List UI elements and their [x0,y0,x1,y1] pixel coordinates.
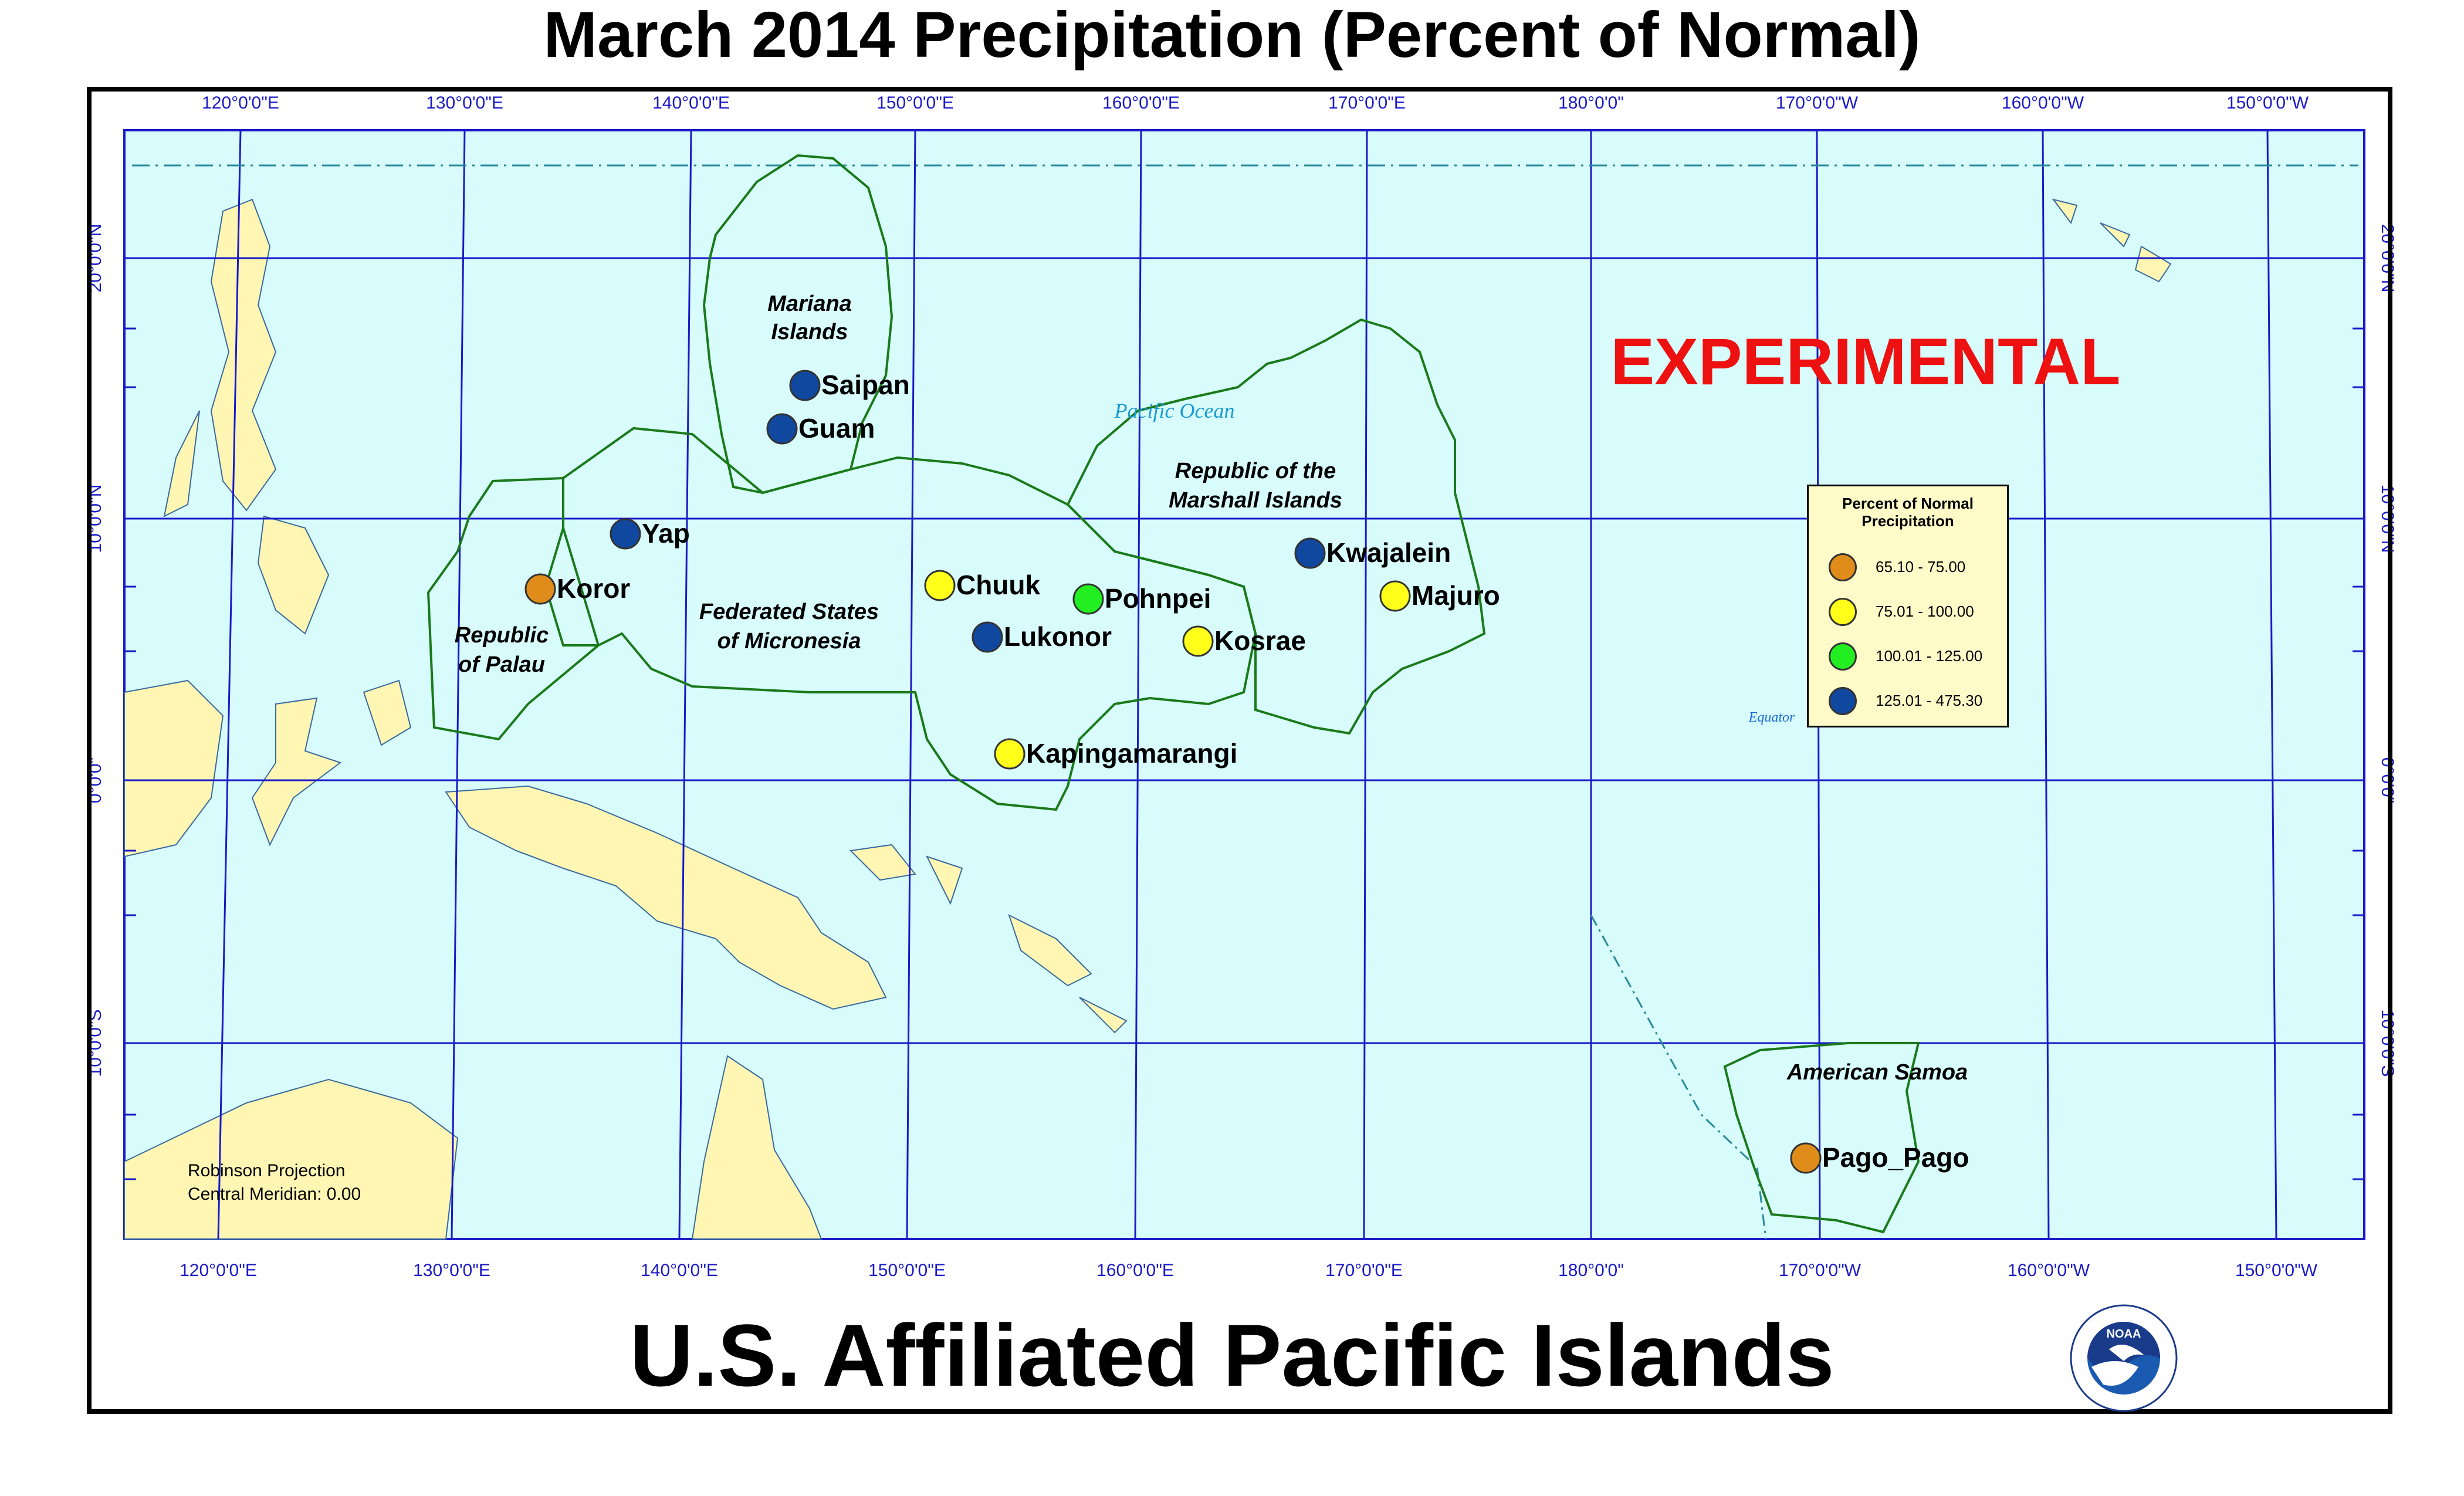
lat-label: 0°0'0" [2378,757,2397,803]
lon-label: 160°0'0"W [2002,93,2084,113]
region-label-palau: of Palau [458,652,545,677]
lon-label: 180°0'0" [1558,1261,1624,1280]
station-label: Kwajalein [1326,537,1451,568]
station-marker[interactable] [924,570,956,601]
svg-text:NOAA: NOAA [2107,1328,2141,1341]
lon-label: 120°0'0"E [180,1261,257,1280]
legend-item: 125.01 - 475.30 [1829,685,2005,720]
projection-line2: Central Meridian: 0.00 [188,1184,361,1204]
legend-item: 75.01 - 100.00 [1829,595,2005,631]
lon-label: 150°0'0"W [2235,1261,2318,1280]
ocean-label: Pacific Ocean [1114,399,1235,422]
station-marker[interactable] [994,738,1025,770]
map-subtitle: U.S. Affiliated Pacific Islands [629,1306,1835,1404]
station-marker[interactable] [1294,537,1326,569]
legend-title-line2: Precipitation [1861,512,1954,530]
region-label-marshall: Republic of the [1175,459,1336,483]
lon-label: 130°0'0"E [426,93,503,113]
station-marker[interactable] [1072,583,1104,615]
lon-label: 170°0'0"W [1776,93,1859,113]
legend-item-label: 125.01 - 475.30 [1876,692,1983,709]
lon-label: 130°0'0"E [413,1261,490,1280]
legend-swatch [1829,598,1857,626]
legend-swatch [1829,687,1857,715]
lat-label: 10°0'0"N [2378,485,2397,553]
station-label: Koror [557,573,630,604]
station-label: Chuuk [956,570,1041,600]
region-labels: Mariana Islands Republic of the Marshall… [455,292,1968,1085]
station-marker[interactable] [610,518,641,550]
station-label: Pohnpei [1105,583,1211,614]
station-label: Yap [642,518,690,549]
station-label: Kapingamarangi [1026,738,1237,769]
region-label-fsm: Federated States [699,600,879,624]
legend-item: 100.01 - 125.00 [1829,640,2005,675]
lon-label: 170°0'0"E [1328,93,1406,113]
lon-label: 160°0'0"W [2008,1261,2090,1280]
station-label: Saipan [821,370,910,400]
legend-item-label: 65.10 - 75.00 [1876,558,1966,576]
lat-label: 10°0'0"S [2378,1009,2397,1077]
lon-label: 160°0'0"E [1096,1261,1174,1280]
region-label-palau: Republic [455,623,549,648]
region-label-fsm: of Micronesia [717,629,861,654]
lon-label: 120°0'0"E [202,93,279,113]
projection-line1: Robinson Projection [188,1161,346,1180]
region-label-mariana: Islands [771,320,848,344]
date-line [1590,915,1767,1240]
station-marker[interactable] [1379,580,1411,612]
station-marker[interactable] [766,413,798,445]
palau-boundary [427,476,600,741]
lon-label: 170°0'0"W [1779,1261,1861,1280]
station-marker[interactable] [524,573,556,605]
lon-label: 170°0'0"E [1325,1261,1403,1280]
lat-labels-right: 20°0'0"N 10°0'0"N 0°0'0" 10°0'0"S [2378,224,2397,1077]
station-label: Lukonor [1004,621,1112,652]
legend-title-line1: Percent of Normal [1842,495,1974,512]
region-label-mariana: Mariana [767,292,852,316]
region-label-samoa: American Samoa [1786,1060,1968,1085]
marshall-boundary [1066,318,1486,735]
fsm-boundary [544,427,1257,811]
legend: Percent of Normal Precipitation 65.10 - … [1807,485,2009,727]
region-boundaries [427,154,1920,1234]
station-label: Majuro [1412,580,1500,611]
lon-label: 150°0'0"W [2226,93,2309,113]
lon-label: 180°0'0" [1558,93,1624,113]
map-title: March 2014 Precipitation (Percent of Nor… [543,0,1921,71]
legend-item: 65.10 - 75.00 [1829,551,2005,586]
land-masses [124,198,2172,1240]
legend-swatch [1829,553,1857,581]
lon-label: 140°0'0"E [641,1261,718,1280]
legend-swatch [1829,642,1857,671]
lon-label: 140°0'0"E [652,93,730,113]
lon-label: 160°0'0"E [1102,93,1180,113]
station-marker[interactable] [1182,625,1214,657]
legend-item-label: 75.01 - 100.00 [1876,603,1974,620]
station-marker[interactable] [972,621,1003,653]
tick-marks [124,327,2364,1180]
experimental-label: EXPERIMENTAL [1610,325,2120,398]
station-marker[interactable] [789,370,821,401]
lon-label: 150°0'0"E [876,93,954,113]
lat-label: 20°0'0"N [2378,224,2397,293]
samoa-boundary [1723,1042,1920,1234]
station-label: Pago_Pago [1822,1142,1969,1173]
lon-label: 150°0'0"E [868,1261,946,1280]
mariana-boundary [702,154,893,495]
noaa-logo-icon: NOAA [2070,1304,2178,1412]
legend-item-label: 100.01 - 125.00 [1876,647,1983,665]
equator-label: Equator [1748,710,1795,725]
stations: Saipan Guam Yap Koror Chuuk Pohnpei Luko… [524,370,1969,1174]
station-label: Guam [798,413,875,444]
lon-labels-bottom: 120°0'0"E 130°0'0"E 140°0'0"E 150°0'0"E … [180,1261,2318,1280]
map-frame [87,87,2392,1414]
region-label-marshall: Marshall Islands [1169,488,1342,513]
station-label: Kosrae [1214,625,1306,656]
lon-labels-top: 120°0'0"E 130°0'0"E 140°0'0"E 150°0'0"E … [202,93,2309,113]
station-marker[interactable] [1790,1142,1822,1174]
